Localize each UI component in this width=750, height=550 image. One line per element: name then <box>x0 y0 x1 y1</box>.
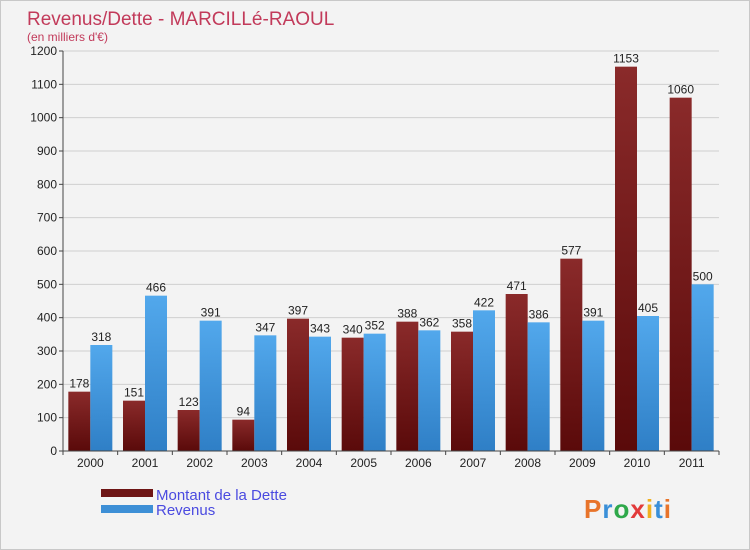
bar-debt <box>232 419 255 451</box>
bar-label-debt: 1153 <box>613 52 639 66</box>
bar-revenus <box>582 320 605 451</box>
y-tick-label: 900 <box>37 144 57 158</box>
legend: Montant de la Dette Revenus <box>101 487 287 519</box>
bar-label-revenus: 362 <box>419 315 439 329</box>
bar-revenus <box>199 320 222 451</box>
bar-label-revenus: 500 <box>693 269 713 283</box>
bar-revenus <box>309 336 331 451</box>
grid-lines <box>63 50 719 419</box>
bar-label-revenus: 347 <box>255 320 275 334</box>
y-tick-label: 100 <box>37 411 57 425</box>
logo-letter: P <box>584 494 602 524</box>
y-tick-label: 300 <box>37 344 57 358</box>
bar-debt <box>287 318 309 451</box>
bar-label-debt: 388 <box>397 307 417 321</box>
chart-subtitle: (en milliers d'€) <box>27 30 108 44</box>
bar-debt <box>177 410 200 451</box>
x-tick-label: 2006 <box>405 456 432 470</box>
y-tick-label: 1000 <box>30 111 57 125</box>
logo-letter: i <box>664 494 672 524</box>
x-tick-label: 2009 <box>569 456 596 470</box>
logo-letter: t <box>654 494 664 524</box>
x-tick-label: 2010 <box>624 456 651 470</box>
x-tick-label: 2004 <box>296 456 323 470</box>
bar-revenus <box>527 322 550 451</box>
y-axis-ticks: 0 100 200 300 400 500 600 700 800 900 1000 1100 1200 <box>30 44 63 458</box>
logo-letter: i <box>646 494 654 524</box>
bar-revenus <box>145 295 167 451</box>
y-tick-label: 1200 <box>30 44 57 58</box>
logo-letter: o <box>613 494 630 524</box>
bar-label-debt: 340 <box>343 323 363 337</box>
legend-label-revenus: Revenus <box>156 502 215 519</box>
bar-label-revenus: 391 <box>583 306 603 320</box>
bar-debt <box>451 331 473 451</box>
bar-debt <box>615 66 637 452</box>
x-tick-label: 2000 <box>77 456 104 470</box>
x-tick-label: 2001 <box>132 456 159 470</box>
bar-debt <box>505 294 528 451</box>
bar-label-debt: 1060 <box>667 83 694 97</box>
bar-revenus <box>637 316 659 451</box>
x-tick-label: 2003 <box>241 456 268 470</box>
x-tick-label: 2002 <box>186 456 213 470</box>
y-tick-label: 400 <box>37 311 57 325</box>
x-axis-ticks: 2000 2001 2002 2003 2004 2005 2006 2007 2008 2009… <box>62 451 720 470</box>
y-tick-label: 800 <box>37 177 57 191</box>
bar-label-debt: 178 <box>69 377 89 391</box>
bar-revenus <box>473 310 495 451</box>
bar-revenus <box>254 335 277 451</box>
bar-label-revenus: 352 <box>365 319 385 333</box>
bar-label-revenus: 391 <box>201 306 221 320</box>
bar-label-revenus: 318 <box>91 330 111 344</box>
y-tick-label: 1100 <box>31 77 57 91</box>
bar-label-debt: 94 <box>237 405 251 419</box>
bar-label-revenus: 386 <box>529 307 549 321</box>
bar-debt <box>560 258 583 451</box>
bar-revenus <box>363 333 386 451</box>
bar-debt <box>669 97 692 452</box>
bar-label-debt: 358 <box>452 317 472 331</box>
proxiti-logo: Proxiti <box>584 494 672 524</box>
logo-letter: x <box>630 494 645 524</box>
logo-letter: r <box>602 494 613 524</box>
bar-label-revenus: 343 <box>310 322 330 336</box>
legend-swatch-revenus <box>101 505 153 513</box>
bar-label-debt: 471 <box>507 279 527 293</box>
y-tick-label: 600 <box>37 244 57 258</box>
bar-debt <box>68 391 91 451</box>
bar-revenus <box>418 330 441 451</box>
chart-title: Revenus/Dette - MARCILLé-RAOUL <box>27 9 334 30</box>
legend-swatch-debt <box>101 489 153 497</box>
bar-label-debt: 397 <box>288 304 308 318</box>
bar-label-debt: 123 <box>179 395 199 409</box>
bar-revenus <box>90 345 113 451</box>
bar-label-revenus: 422 <box>474 295 494 309</box>
y-tick-label: 200 <box>37 377 57 391</box>
bar-label-revenus: 466 <box>146 281 166 295</box>
bar-debt <box>341 337 364 451</box>
y-tick-label: 0 <box>50 444 57 458</box>
x-tick-label: 2005 <box>350 456 377 470</box>
legend-label-debt: Montant de la Dette <box>156 487 287 504</box>
y-tick-label: 700 <box>37 211 57 225</box>
bar-label-revenus: 405 <box>638 301 658 315</box>
bar-debt <box>123 400 145 451</box>
bar-label-debt: 151 <box>124 386 144 400</box>
bar-label-debt: 577 <box>561 244 581 258</box>
x-tick-label: 2008 <box>514 456 541 470</box>
x-tick-label: 2011 <box>679 456 705 470</box>
y-tick-label: 500 <box>37 277 57 291</box>
bar-revenus <box>691 284 714 451</box>
x-tick-label: 2007 <box>460 456 487 470</box>
bar-debt <box>396 321 419 451</box>
